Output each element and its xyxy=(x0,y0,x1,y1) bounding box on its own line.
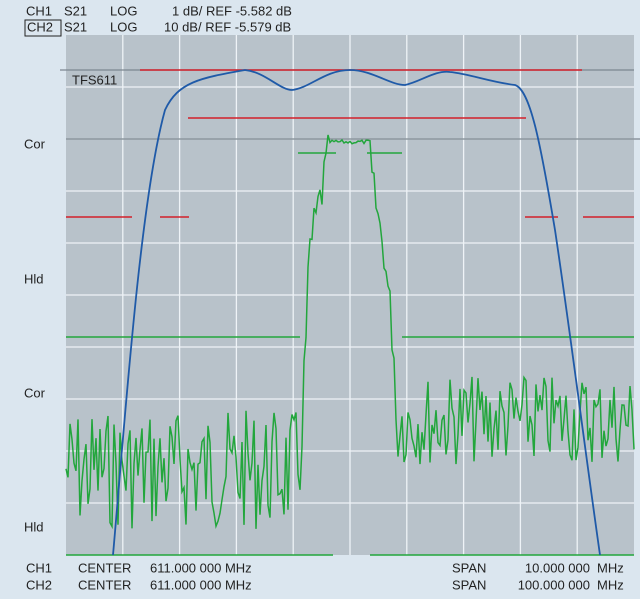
format: LOG xyxy=(110,3,137,18)
trace-ch1 xyxy=(112,69,601,556)
header: CH1 S21 LOG 1 dB/ REF -5.582 dB CH2 S21 … xyxy=(24,3,292,37)
center-label: CENTER xyxy=(78,560,131,575)
side-label: Cor xyxy=(24,385,46,400)
side-label: Hld xyxy=(24,519,44,534)
span: 10.000 000 xyxy=(525,560,590,575)
format: LOG xyxy=(110,19,137,34)
marker-label: TFS611 xyxy=(72,72,117,87)
span-label: SPAN xyxy=(452,560,486,575)
unit: MHz xyxy=(597,577,624,592)
param: S21 xyxy=(64,19,87,34)
channel: CH2 xyxy=(27,19,53,34)
mask-ch1 xyxy=(66,69,634,218)
center: 611.000 000 MHz xyxy=(150,577,252,592)
scale: 10 dB/ REF -5.579 dB xyxy=(164,19,291,34)
span-label: SPAN xyxy=(452,577,486,592)
channel: CH2 xyxy=(26,577,52,592)
side-label: Hld xyxy=(24,271,44,286)
mask-ch2 xyxy=(66,152,634,556)
unit: MHz xyxy=(597,560,624,575)
trace-ch2 xyxy=(65,134,635,530)
active-channel-box xyxy=(24,19,62,37)
center: 611.000 000 MHz xyxy=(150,560,252,575)
channel: CH1 xyxy=(26,560,52,575)
footer: CH1 CENTER 611.000 000 MHz SPAN 10.000 0… xyxy=(26,560,624,592)
center-label: CENTER xyxy=(78,577,131,592)
span: 100.000 000 xyxy=(518,577,590,592)
param: S21 xyxy=(64,3,87,18)
side-label: Cor xyxy=(24,136,46,151)
channel: CH1 xyxy=(26,3,52,18)
scale: 1 dB/ REF -5.582 dB xyxy=(172,3,292,18)
